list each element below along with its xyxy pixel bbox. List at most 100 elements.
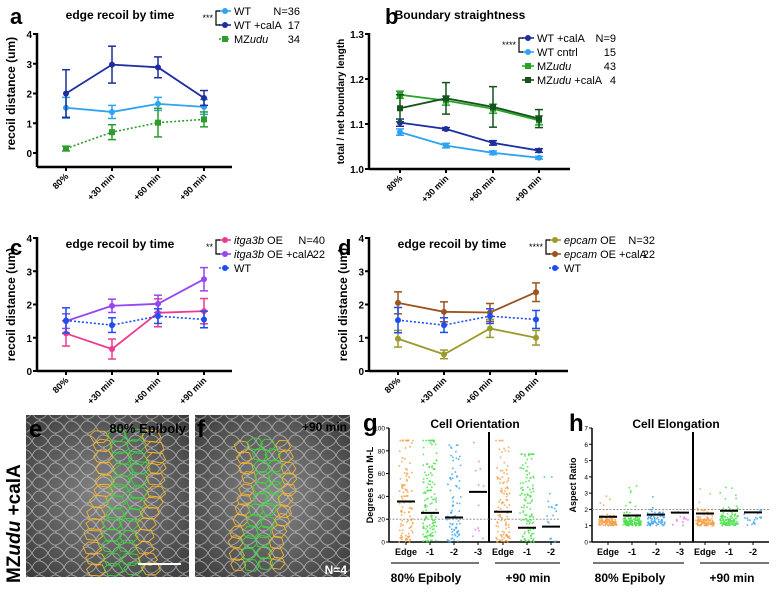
scatter-point — [404, 539, 407, 541]
panel-label-h: h — [569, 410, 584, 437]
scatter-point — [459, 455, 461, 458]
scatter-point — [422, 522, 424, 525]
cell-outline — [85, 563, 106, 577]
scatter-point — [404, 541, 407, 543]
scatter-point — [706, 518, 708, 521]
scatter-point — [712, 524, 715, 527]
scatter-point — [526, 506, 528, 508]
scatter-point — [456, 535, 459, 538]
scatter-point — [401, 538, 403, 541]
panel-label-d: d — [338, 235, 351, 260]
scatter-point — [553, 507, 556, 510]
data-point — [155, 64, 161, 71]
legend-label: itga3b OE — [234, 235, 283, 247]
scatter-point — [430, 535, 432, 537]
scatter-point — [728, 507, 731, 510]
scatter-point — [527, 529, 530, 532]
scatter-point — [531, 522, 534, 525]
scatter-point — [683, 516, 685, 518]
scatter-point — [529, 477, 532, 479]
scatter-point — [634, 518, 637, 520]
scatter-point — [725, 486, 727, 489]
scatter-point — [507, 446, 510, 449]
scatter-point — [733, 518, 735, 521]
panel-label-g: g — [363, 410, 378, 437]
scatter-point — [429, 503, 432, 505]
scatter-point — [406, 538, 408, 540]
scatter-point — [605, 518, 608, 520]
scatter-point — [457, 530, 460, 532]
y-tick-label: 2 — [584, 507, 588, 514]
scatter-point — [398, 490, 401, 492]
scatter-point — [721, 519, 724, 522]
scatter-point — [701, 520, 703, 523]
scatter-point — [609, 517, 612, 519]
x-tick-label: +60 min — [131, 375, 162, 406]
scatter-point — [474, 528, 477, 531]
scatter-point — [453, 533, 456, 535]
scatter-point — [522, 511, 524, 514]
scatter-point — [404, 458, 406, 460]
scatter-point — [429, 527, 431, 530]
scatter-point — [696, 516, 698, 518]
legend-marker — [525, 35, 531, 41]
scatter-point — [507, 524, 510, 526]
scatter-point — [506, 465, 509, 467]
data-point — [395, 317, 401, 324]
scatter-point — [685, 517, 687, 520]
scatter-point — [629, 520, 632, 523]
scatter-point — [431, 528, 434, 531]
legend-marker — [222, 22, 228, 28]
y-tick-label: 100 — [374, 426, 385, 433]
scatter-point — [675, 519, 678, 521]
scatter-point — [401, 536, 404, 538]
scatter-point — [608, 523, 611, 526]
scatter-point — [661, 523, 664, 526]
scatter-point — [428, 489, 430, 492]
scatter-point — [726, 521, 729, 524]
scatter-point — [519, 494, 521, 497]
scatter-point — [598, 523, 600, 526]
scatter-point — [638, 518, 640, 520]
panel-f-cell-outlines — [227, 437, 298, 572]
scatter-point — [528, 453, 531, 456]
scatter-point — [526, 493, 529, 496]
scatter-point — [638, 523, 641, 526]
scatter-point — [707, 521, 709, 524]
scatter-point — [497, 506, 500, 509]
scatter-point — [505, 534, 508, 537]
scatter-point — [524, 499, 527, 502]
scatter-point — [400, 514, 403, 516]
scatter-point — [425, 463, 428, 466]
scatter-point — [422, 439, 424, 442]
x-tick-label: 80% — [383, 375, 403, 395]
legend-n-count: 43 — [604, 61, 616, 73]
scatter-point — [699, 488, 702, 490]
scatter-point — [433, 528, 435, 530]
scatter-point — [613, 521, 616, 523]
scatter-point — [529, 521, 531, 524]
scatter-point — [723, 521, 725, 523]
scatter-point — [530, 458, 533, 460]
scatter-point — [501, 530, 504, 533]
scatter-point — [426, 525, 429, 528]
scatter-point — [499, 456, 502, 459]
scatter-point — [633, 521, 636, 523]
scatter-point — [647, 516, 650, 519]
scatter-point — [455, 450, 457, 453]
scatter-point — [408, 511, 410, 513]
scatter-point — [402, 491, 405, 494]
scatter-point — [630, 519, 633, 521]
cell-outline — [269, 556, 286, 570]
scatter-point — [721, 517, 724, 520]
cell-outline — [252, 481, 269, 495]
data-point — [63, 145, 69, 152]
legend-label-text: WT — [234, 263, 251, 275]
scatter-point — [450, 512, 453, 514]
scatter-point — [505, 533, 507, 536]
significance-bracket — [545, 239, 550, 255]
y-tick-label: 4 — [358, 234, 364, 245]
scatter-point — [707, 518, 710, 521]
legend-label: WT — [234, 263, 251, 275]
scatter-point — [409, 539, 411, 542]
